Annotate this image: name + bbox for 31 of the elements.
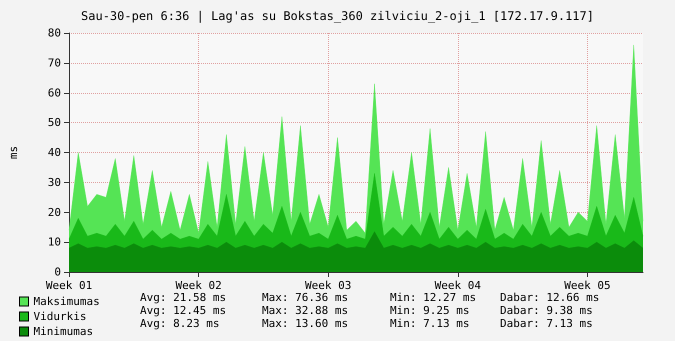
legend-label: Maksimumas — [34, 295, 100, 308]
x-tick-label: Week 03 — [305, 279, 352, 292]
text: Avg: 12.45 ms — [140, 304, 226, 317]
x-tick-label: Week 02 — [175, 279, 222, 292]
y-tick-label: 60 — [48, 86, 61, 100]
legend-label: Vidurkis — [34, 310, 86, 323]
y-tick-label: 20 — [48, 206, 61, 219]
text: Avg: 8.23 ms — [140, 317, 220, 330]
text: Dabar: 7.13 ms — [500, 317, 593, 330]
text: Dabar: 9.38 ms — [500, 304, 593, 317]
text: Min: 7.13 ms — [390, 317, 470, 330]
y-tick-label: 40 — [48, 146, 61, 159]
y-tick-label: 50 — [48, 116, 61, 130]
legend-label: Minimumas — [34, 325, 94, 338]
text: Max: 76.36 ms — [262, 291, 348, 304]
x-tick-label: Week 04 — [434, 279, 482, 292]
text: Dabar: 12.66 ms — [500, 291, 600, 304]
y-tick-label: 80 — [48, 26, 61, 40]
y-axis-title: ms — [7, 146, 20, 160]
y-tick-label: 10 — [48, 236, 61, 249]
x-tick-label: Week 01 — [46, 279, 92, 292]
text: Min: 9.25 ms — [390, 304, 470, 317]
x-tick-label: Week 05 — [564, 279, 611, 292]
text: Avg: 21.58 ms — [140, 291, 226, 304]
y-tick-label: 30 — [48, 176, 61, 189]
text: Min: 12.27 ms — [390, 291, 476, 304]
text: Max: 32.88 ms — [262, 304, 348, 317]
chart-title: Sau-30-pen 6:36 | Lag'as su Bokstas_360 zilviciu_2-oji_1 [172.17.9.117] — [81, 9, 594, 23]
y-tick-label: 0 — [54, 266, 61, 278]
text: Max: 13.60 ms — [262, 317, 348, 330]
y-tick-label: 70 — [48, 56, 61, 70]
